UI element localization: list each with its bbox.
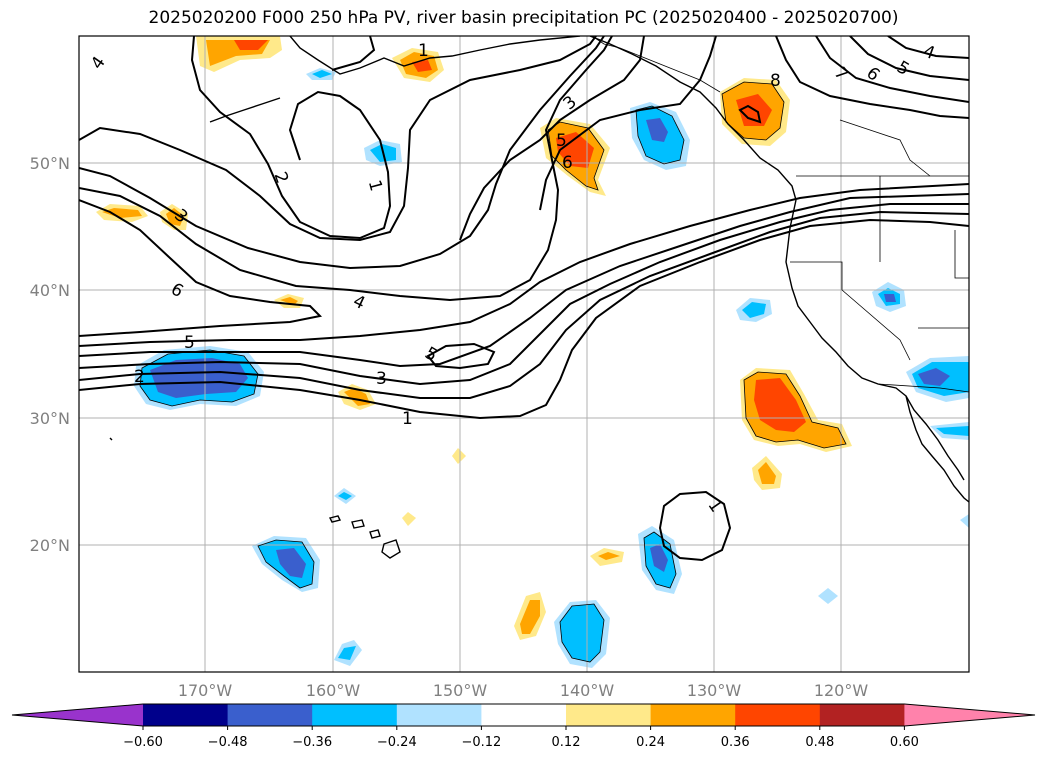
- pv-label: 2: [134, 367, 145, 387]
- lat-label: 50°N: [30, 154, 70, 173]
- colorbar-tick-label: −0.24: [377, 735, 417, 750]
- colorbar-segment: [143, 704, 229, 726]
- colorbar-tick-label: 0.36: [721, 735, 750, 750]
- colorbar-tick-label: −0.48: [208, 735, 248, 750]
- colorbar-tick-label: 0.24: [636, 735, 665, 750]
- pv-label: 1: [364, 178, 386, 194]
- pv-label: 1: [402, 409, 413, 429]
- lat-label: 40°N: [30, 281, 70, 300]
- lon-label: 150°W: [433, 681, 488, 700]
- map-title: 2025020200 F000 250 hPa PV, river basin …: [148, 8, 899, 28]
- pv-label: 3: [376, 369, 387, 389]
- colorbar-segment: [650, 704, 736, 726]
- map-frame: [78, 35, 970, 673]
- pv-contours: [79, 36, 969, 562]
- colorbar-tick-label: 0.12: [552, 735, 581, 750]
- lon-label: 120°W: [814, 681, 869, 700]
- colorbar-segment: [566, 704, 652, 726]
- map-gridlines: [79, 36, 969, 672]
- lon-label: 140°W: [560, 681, 615, 700]
- lon-label: 130°W: [687, 681, 742, 700]
- colorbar-tick-label: −0.36: [292, 735, 332, 750]
- colorbar-segment: [735, 704, 821, 726]
- pv-label: 5: [184, 333, 195, 353]
- colorbar-tick-label: 0.48: [805, 735, 834, 750]
- colorbar-extend-high: [904, 704, 1035, 726]
- colorbar: −0.60 −0.48 −0.36 −0.24 −0.12 0.12 0.24 0.36 0.4…: [11, 703, 1036, 750]
- pv-label: 1: [418, 41, 429, 61]
- colorbar-segment: [227, 704, 313, 726]
- colorbar-extend-low: [12, 704, 143, 726]
- pv-label: 8: [770, 71, 781, 91]
- coastlines: [109, 36, 969, 559]
- pv-label: 6: [562, 153, 573, 173]
- lon-label: 170°W: [178, 681, 233, 700]
- pv-label: 5: [556, 131, 567, 151]
- colorbar-segment: [819, 704, 905, 726]
- precip-outlines: [139, 81, 847, 663]
- longitude-labels: 170°W 160°W 150°W 140°W 130°W 120°W: [178, 681, 869, 700]
- colorbar-segment: [481, 704, 567, 726]
- colorbar-segment: [312, 704, 398, 726]
- lat-label: 20°N: [30, 536, 70, 555]
- colorbar-tick-label: 0.60: [890, 735, 919, 750]
- colorbar-segment: [396, 704, 482, 726]
- colorbar-tick-label: −0.60: [123, 735, 163, 750]
- latitude-labels: 50°N 40°N 30°N 20°N: [30, 154, 70, 555]
- lon-label: 160°W: [306, 681, 361, 700]
- lat-label: 30°N: [30, 409, 70, 428]
- colorbar-tick-label: −0.12: [461, 735, 501, 750]
